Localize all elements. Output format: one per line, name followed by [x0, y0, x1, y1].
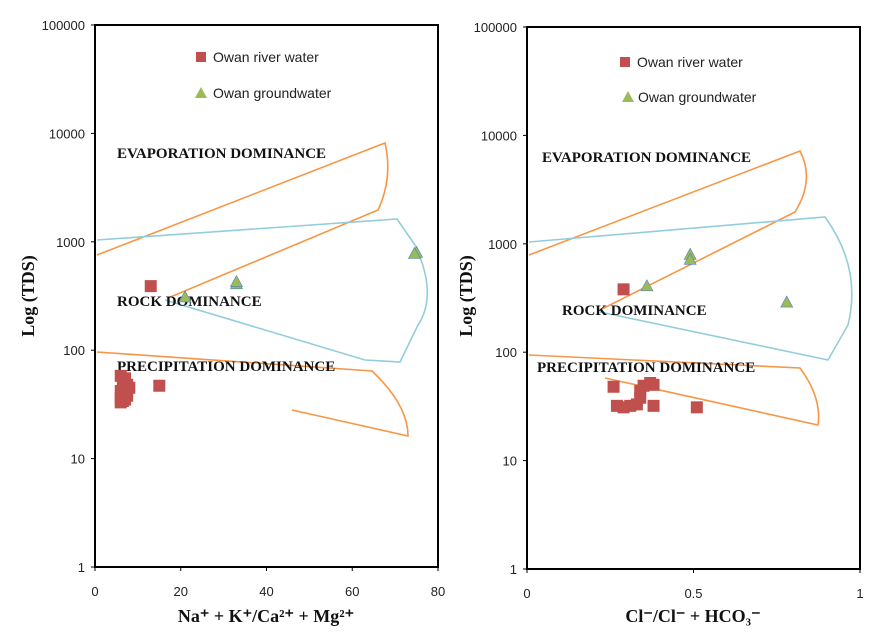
groundwater-point: [640, 279, 654, 292]
x-tick-label: 0: [91, 584, 98, 599]
y-axis-title: Log (TDS): [456, 255, 477, 337]
boomerang-envelope-inner: [528, 216, 853, 361]
legend-label-groundwater: Owan groundwater: [638, 89, 757, 105]
zone-label-rock: ROCK DOMINANCE: [562, 303, 707, 319]
precipitation-boundary-line: [528, 354, 820, 426]
x-tick-label: 0: [523, 586, 530, 601]
y-tick-label: 1: [78, 560, 85, 575]
groundwater-point: [407, 246, 421, 259]
legend-marker-groundwater: [622, 91, 634, 102]
series-river-water: [607, 283, 703, 414]
precipitation-boundary-line: [96, 351, 409, 437]
y-tick-label: 1: [510, 562, 517, 577]
groundwater-point: [780, 295, 794, 308]
river-water-point: [114, 396, 127, 409]
boomerang-envelope-outer: [96, 141, 409, 437]
data-points: [114, 245, 424, 409]
chart-panel-cations: EVAPORATION DOMINANCE ROCK DOMINANCE PRE…: [18, 18, 445, 626]
legend-label-river: Owan river water: [213, 49, 319, 65]
x-tick-label: 60: [345, 584, 359, 599]
x-tick-label: 0.5: [684, 586, 702, 601]
legend-label-river: Owan river water: [637, 54, 743, 70]
rock-upper-boundary-line: [96, 218, 429, 363]
river-water-point: [607, 380, 620, 393]
axis-ticks: 1 10 100 1000 10000 100000 0 20 40 60 80: [42, 18, 446, 599]
river-water-point: [617, 283, 630, 296]
y-tick-label: 100000: [42, 18, 85, 33]
y-tick-label: 100000: [474, 20, 517, 35]
series-groundwater: [178, 245, 424, 303]
groundwater-point: [229, 274, 243, 287]
rock-upper-boundary-line: [528, 216, 853, 361]
x-tick-label: 20: [174, 584, 188, 599]
y-tick-label: 100: [495, 345, 517, 360]
legend: Owan river water Owan groundwater: [620, 54, 757, 105]
y-tick-label: 10: [71, 452, 85, 467]
legend-label-groundwater: Owan groundwater: [213, 85, 332, 101]
y-tick-label: 10000: [49, 126, 85, 141]
river-water-point: [690, 401, 703, 414]
groundwater-point: [178, 290, 192, 303]
zone-labels: EVAPORATION DOMINANCE ROCK DOMINANCE PRE…: [537, 150, 755, 376]
data-points: [607, 247, 794, 414]
y-tick-label: 10000: [481, 128, 517, 143]
series-river-water: [114, 280, 166, 409]
evaporation-boundary-line: [96, 141, 389, 299]
zone-labels: EVAPORATION DOMINANCE ROCK DOMINANCE PRE…: [117, 146, 335, 375]
evaporation-boundary-line: [528, 149, 808, 311]
x-axis-title: Na⁺ + K⁺/Ca²⁺ + Mg²⁺: [178, 606, 354, 626]
x-tick-label: 80: [431, 584, 445, 599]
legend-marker-groundwater: [195, 87, 207, 98]
zone-label-evaporation: EVAPORATION DOMINANCE: [542, 150, 751, 166]
boomerang-envelope-outer: [528, 149, 820, 426]
river-water-point: [647, 378, 660, 391]
river-water-point: [647, 399, 660, 412]
zone-label-precipitation: PRECIPITATION DOMINANCE: [117, 359, 335, 375]
zone-label-precipitation: PRECIPITATION DOMINANCE: [537, 360, 755, 376]
y-tick-label: 1000: [56, 235, 85, 250]
y-tick-label: 1000: [488, 237, 517, 252]
zone-label-evaporation: EVAPORATION DOMINANCE: [117, 146, 326, 162]
x-axis-title: Cl⁻/Cl⁻ + HCO₃⁻: [625, 606, 760, 626]
y-tick-label: 10: [503, 454, 517, 469]
boomerang-envelope-inner: [96, 218, 429, 363]
legend: Owan river water Owan groundwater: [195, 49, 332, 101]
y-tick-label: 100: [63, 343, 85, 358]
x-tick-label: 40: [259, 584, 273, 599]
river-water-point: [144, 280, 157, 293]
groundwater-point: [683, 252, 697, 265]
legend-marker-river: [620, 57, 630, 67]
series-groundwater: [640, 247, 794, 308]
axis-ticks: 1 10 100 1000 10000 100000 0 0.5 1: [474, 20, 864, 601]
river-water-point: [153, 379, 166, 392]
x-tick-label: 1: [856, 586, 863, 601]
legend-marker-river: [196, 52, 206, 62]
chart-panel-anions: EVAPORATION DOMINANCE ROCK DOMINANCE PRE…: [456, 20, 864, 626]
y-axis-title: Log (TDS): [18, 255, 39, 337]
